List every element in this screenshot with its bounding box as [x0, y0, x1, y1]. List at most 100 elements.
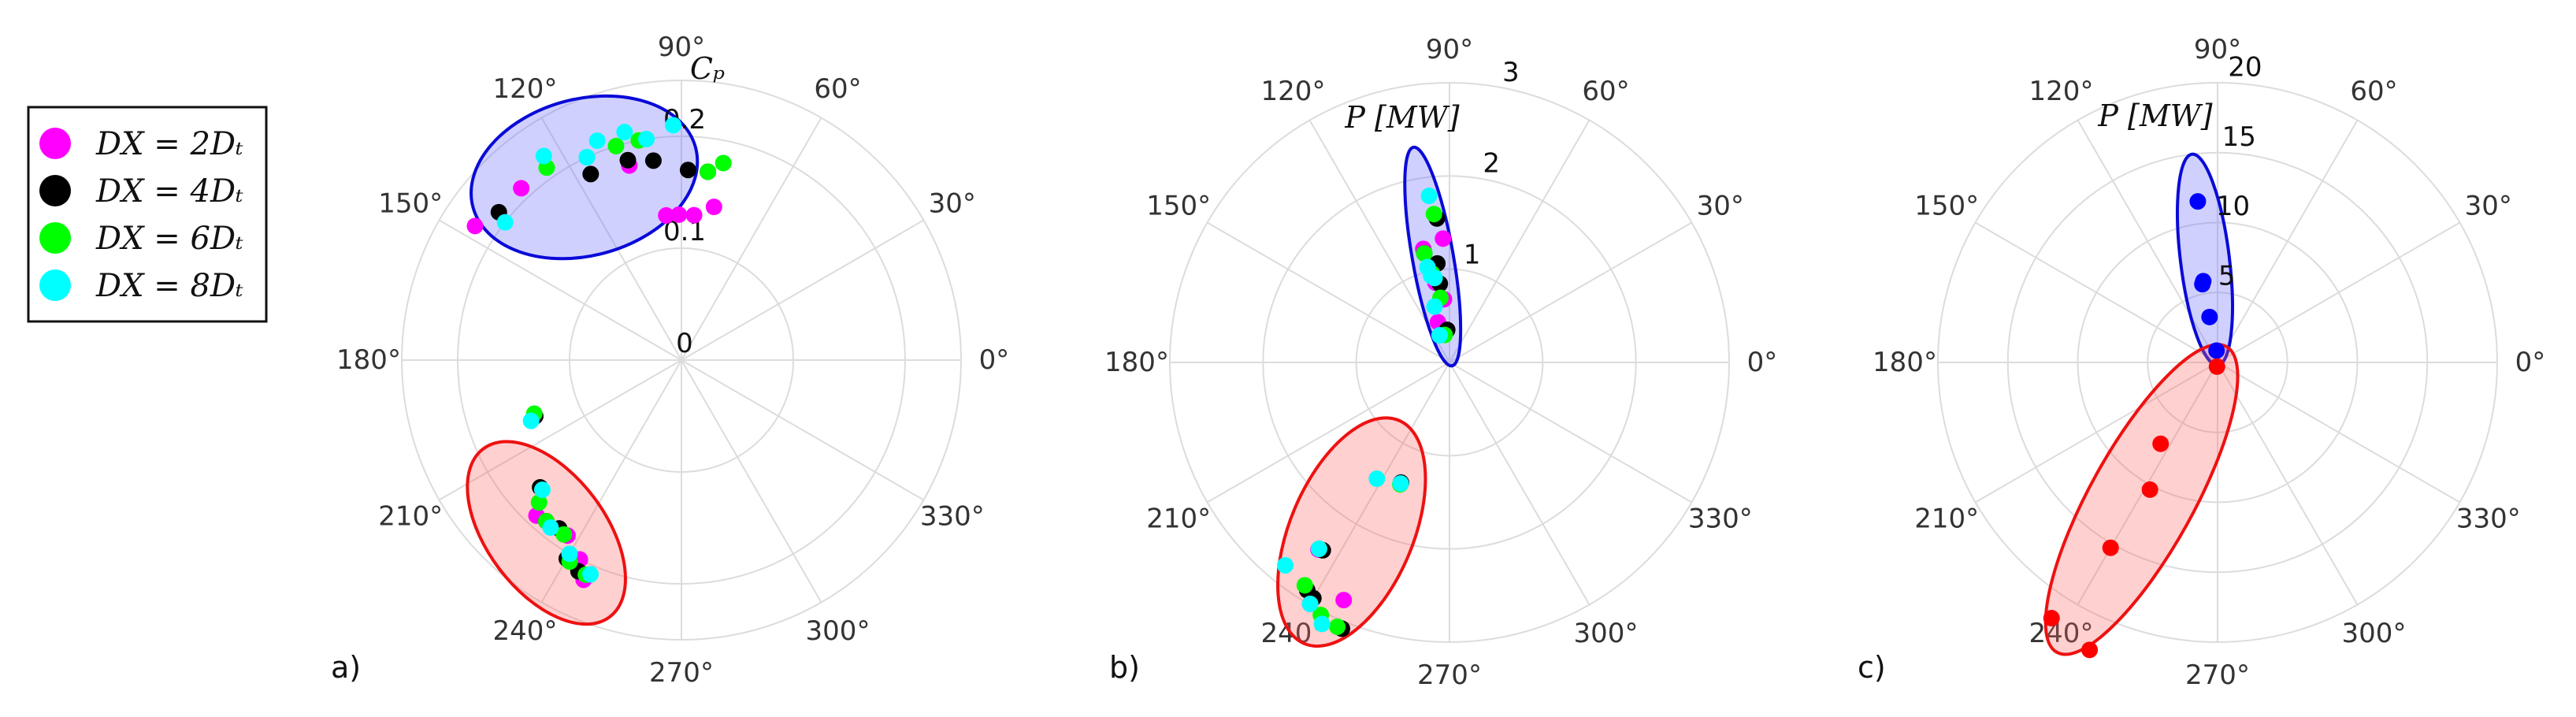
angle-tick-label: 270° — [1417, 659, 1482, 691]
radial-tick-label: 15 — [2222, 121, 2256, 153]
data-point — [513, 180, 530, 197]
angle-tick-label: 300° — [806, 615, 870, 647]
angle-tick-label: 240° — [2029, 618, 2094, 649]
cluster-ellipses — [2043, 152, 2240, 656]
data-point — [1426, 298, 1443, 315]
radial-tick-label: 1 — [1464, 239, 1481, 270]
radial-tick-label: 5 — [2218, 261, 2236, 292]
data-point — [715, 154, 732, 172]
legend: DX = 2Dₜ DX = 4Dₜ DX = 6Dₜ DX = 8Dₜ — [27, 106, 268, 323]
data-point — [685, 206, 703, 224]
radial-tick-labels: 5 10 15 20 — [2216, 51, 2262, 292]
legend-label: DX = 8Dₜ — [95, 268, 243, 304]
legend-label: DX = 2Dₜ — [95, 126, 243, 162]
angle-tick-label: 210° — [1914, 503, 1979, 535]
radial-tick-label: 10 — [2216, 191, 2250, 222]
data-point — [496, 214, 514, 231]
cluster-ellipse-upper — [1403, 145, 1463, 368]
angular-grid-line — [2217, 362, 2359, 605]
angular-grid-line — [681, 359, 822, 603]
panel-label: a) — [331, 650, 361, 685]
angle-tick-label: 120° — [2029, 76, 2094, 107]
polar-panels: 0°30°60°90°120°150°180°210°240°270°300°3… — [331, 32, 2545, 691]
data-point — [2189, 193, 2207, 210]
data-point — [1431, 327, 1448, 344]
angle-tick-label: 210° — [1146, 503, 1211, 535]
angular-grid-line — [439, 219, 682, 361]
angular-grid-line — [1449, 221, 1692, 363]
angular-grid-line — [1207, 221, 1450, 363]
data-point — [1310, 541, 1327, 558]
angular-grid-line — [2217, 120, 2359, 363]
radial-tick-labels: 1 2 3 — [1464, 57, 1520, 270]
angle-tick-label: 0° — [1747, 347, 1778, 378]
angle-tick-label: 60° — [2350, 76, 2397, 107]
legend-marker — [39, 128, 71, 159]
angle-tick-label: 150° — [1914, 191, 1979, 222]
data-point — [1368, 470, 1386, 488]
polar-panel-3: 0° 30° 60° 90° 120° 150° 180° 210° 240° 270° 300° 3… — [1858, 34, 2545, 691]
data-point — [705, 199, 722, 216]
data-point — [616, 124, 633, 141]
angle-tick-label: 0° — [979, 344, 1010, 376]
angle-tick-label: 30° — [929, 188, 976, 220]
angle-tick-label: 60° — [814, 73, 861, 105]
data-point — [607, 137, 625, 154]
data-point — [1420, 188, 1438, 205]
data-point — [644, 152, 662, 169]
data-point — [555, 526, 573, 543]
angle-tick-label: 90° — [2194, 34, 2241, 65]
data-point — [2141, 481, 2158, 498]
data-point — [533, 481, 551, 499]
angle-tick-label: 150° — [378, 188, 443, 220]
angle-tick-label: 330° — [920, 501, 985, 533]
data-point — [1425, 206, 1442, 223]
angular-grid-line — [2217, 221, 2460, 363]
legend-rows: DX = 2Dₜ DX = 4Dₜ DX = 6Dₜ DX = 8Dₜ — [39, 126, 243, 304]
radial-tick-label: 2 — [1483, 148, 1500, 180]
radial-tick-label: 3 — [1502, 57, 1520, 88]
data-point — [2102, 539, 2119, 556]
data-point — [582, 566, 599, 583]
angle-tick-label: 300° — [2342, 618, 2407, 649]
data-point — [1416, 245, 1433, 262]
angle-tick-label: 180° — [1873, 347, 1937, 378]
data-point — [700, 163, 717, 180]
data-point — [2152, 435, 2170, 452]
radial-axis-label: Cₚ — [690, 51, 725, 86]
angle-tick-label: 120° — [1261, 76, 1326, 107]
angular-grid-line — [1975, 221, 2218, 363]
data-point — [1296, 577, 1313, 594]
angular-grid-line — [540, 117, 682, 361]
angle-tick-label: 180° — [336, 344, 401, 376]
angle-tick-label: 0° — [2515, 347, 2546, 378]
legend-label: DX = 6Dₜ — [95, 221, 243, 257]
angular-grid-line — [1975, 362, 2218, 503]
data-point — [1301, 595, 1319, 612]
data-point — [2201, 308, 2218, 325]
angular-grid-line — [1449, 362, 1591, 605]
data-point — [1313, 615, 1331, 633]
data-point — [1335, 592, 1353, 609]
data-point — [1435, 230, 1452, 247]
angle-tick-labels: 0°30°60°90°120°150°180°210°240°270°300°3… — [1104, 34, 1777, 691]
angle-tick-label: 120° — [493, 73, 558, 105]
data-point — [1392, 475, 1409, 492]
data-point — [658, 206, 675, 224]
data-point — [619, 151, 637, 169]
radial-axis-label: P [MW] — [1344, 100, 1459, 135]
angle-tick-label: 300° — [1574, 618, 1639, 649]
data-points — [2043, 193, 2225, 659]
angular-grid-line — [439, 359, 682, 501]
data-point — [1426, 269, 1443, 287]
polar-panel-2: 0°30°60°90°120°150°180°210°240°270°300°3… — [1104, 34, 1777, 691]
angle-tick-labels: 0°30°60°90°120°150°180°210°240°270°300°3… — [336, 32, 1009, 689]
data-points — [466, 117, 732, 589]
data-point — [466, 217, 484, 235]
data-point — [2208, 342, 2225, 359]
data-point — [542, 519, 559, 537]
angle-tick-label: 270° — [649, 657, 714, 689]
data-point — [2208, 358, 2225, 375]
data-point — [2043, 610, 2060, 627]
radial-tick-label: 0 — [676, 328, 693, 359]
